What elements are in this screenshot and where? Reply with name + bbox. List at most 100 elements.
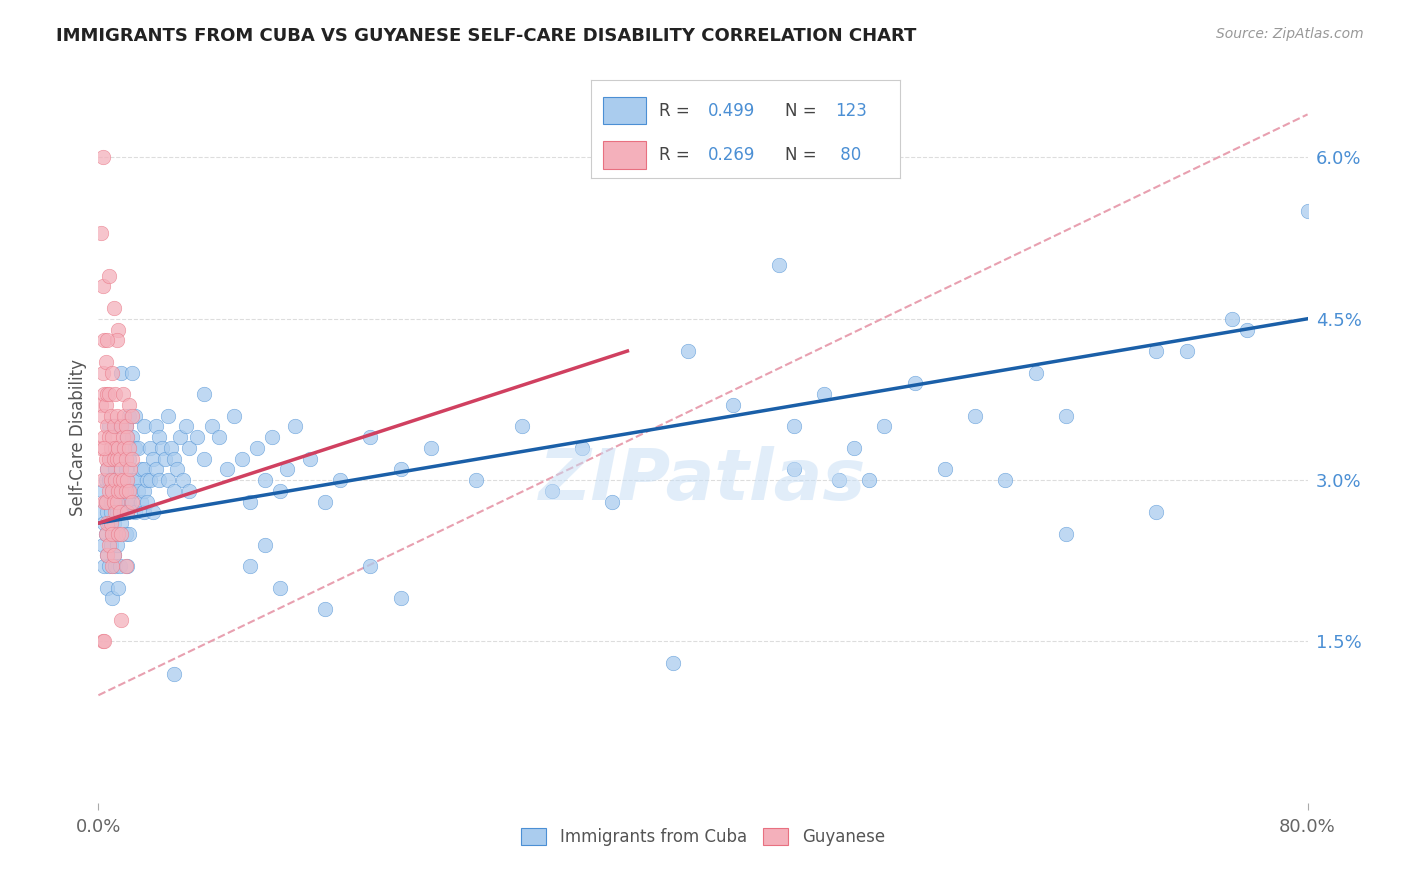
Point <box>163 666 186 681</box>
Point <box>104 473 127 487</box>
Point <box>111 441 134 455</box>
Point <box>1144 505 1167 519</box>
Point <box>100 441 122 455</box>
Point <box>93 494 115 508</box>
Point <box>299 451 322 466</box>
Point <box>96 462 118 476</box>
Point <box>112 483 135 498</box>
Point <box>360 559 382 574</box>
Point <box>135 494 157 508</box>
Point <box>112 409 135 423</box>
Point <box>118 398 141 412</box>
Point <box>111 387 134 401</box>
Point <box>145 419 167 434</box>
Point <box>104 419 127 434</box>
Point <box>111 473 134 487</box>
Point <box>107 441 129 455</box>
Point <box>965 409 987 423</box>
Point <box>94 494 117 508</box>
Point <box>142 505 165 519</box>
Point <box>1054 409 1077 423</box>
Point <box>101 430 124 444</box>
Point <box>284 419 307 434</box>
Point <box>994 473 1017 487</box>
Point <box>96 549 118 563</box>
Point <box>269 581 291 595</box>
Point <box>93 559 115 574</box>
Point <box>124 441 146 455</box>
Point <box>115 473 138 487</box>
Point <box>105 494 128 508</box>
Point <box>124 505 146 519</box>
Point <box>329 473 352 487</box>
Point <box>104 505 127 519</box>
Point <box>139 441 162 455</box>
Point <box>94 451 117 466</box>
Text: IMMIGRANTS FROM CUBA VS GUYANESE SELF-CARE DISABILITY CORRELATION CHART: IMMIGRANTS FROM CUBA VS GUYANESE SELF-CA… <box>56 27 917 45</box>
Point <box>110 462 132 476</box>
Point <box>103 301 125 315</box>
Point <box>96 333 118 347</box>
Point <box>174 419 197 434</box>
Point <box>90 505 112 519</box>
Point <box>96 516 118 530</box>
Point <box>104 441 127 455</box>
Point <box>239 494 262 508</box>
Point <box>314 494 336 508</box>
Point <box>783 419 806 434</box>
Bar <box>603 97 647 124</box>
Legend: Immigrants from Cuba, Guyanese: Immigrants from Cuba, Guyanese <box>522 828 884 846</box>
Point <box>420 441 443 455</box>
Point <box>103 516 125 530</box>
Point <box>100 516 122 530</box>
Point <box>465 473 488 487</box>
Text: N =: N = <box>786 102 823 120</box>
Point <box>768 258 790 272</box>
Point <box>129 462 152 476</box>
Point <box>132 505 155 519</box>
Point <box>510 419 533 434</box>
Point <box>148 430 170 444</box>
Text: Source: ZipAtlas.com: Source: ZipAtlas.com <box>1216 27 1364 41</box>
Point <box>94 473 117 487</box>
Point <box>91 150 114 164</box>
Point <box>91 366 114 380</box>
Point <box>114 419 136 434</box>
Point <box>94 527 117 541</box>
Point <box>115 473 138 487</box>
Point <box>253 538 276 552</box>
Point <box>94 355 117 369</box>
Point <box>91 538 114 552</box>
Point <box>108 559 131 574</box>
Point <box>90 226 112 240</box>
Point <box>179 483 201 498</box>
Point <box>96 581 118 595</box>
Point <box>121 473 143 487</box>
Point <box>156 409 179 423</box>
Point <box>135 473 157 487</box>
Point <box>96 419 118 434</box>
Point <box>118 527 141 541</box>
Point <box>121 430 143 444</box>
Point <box>107 527 129 541</box>
Point <box>105 333 128 347</box>
Point <box>100 494 122 508</box>
Point <box>276 462 298 476</box>
Text: 80: 80 <box>835 146 860 164</box>
Point <box>389 591 412 606</box>
Point <box>118 409 141 423</box>
Point <box>160 441 183 455</box>
Point <box>110 451 132 466</box>
Point <box>110 494 132 508</box>
Point <box>100 409 122 423</box>
Point <box>98 538 121 552</box>
Point <box>127 483 149 498</box>
Point <box>94 398 117 412</box>
Point <box>813 387 835 401</box>
Point <box>153 451 176 466</box>
Point <box>118 494 141 508</box>
Point <box>169 430 191 444</box>
Point <box>934 462 956 476</box>
Point <box>101 527 124 541</box>
Point <box>132 419 155 434</box>
